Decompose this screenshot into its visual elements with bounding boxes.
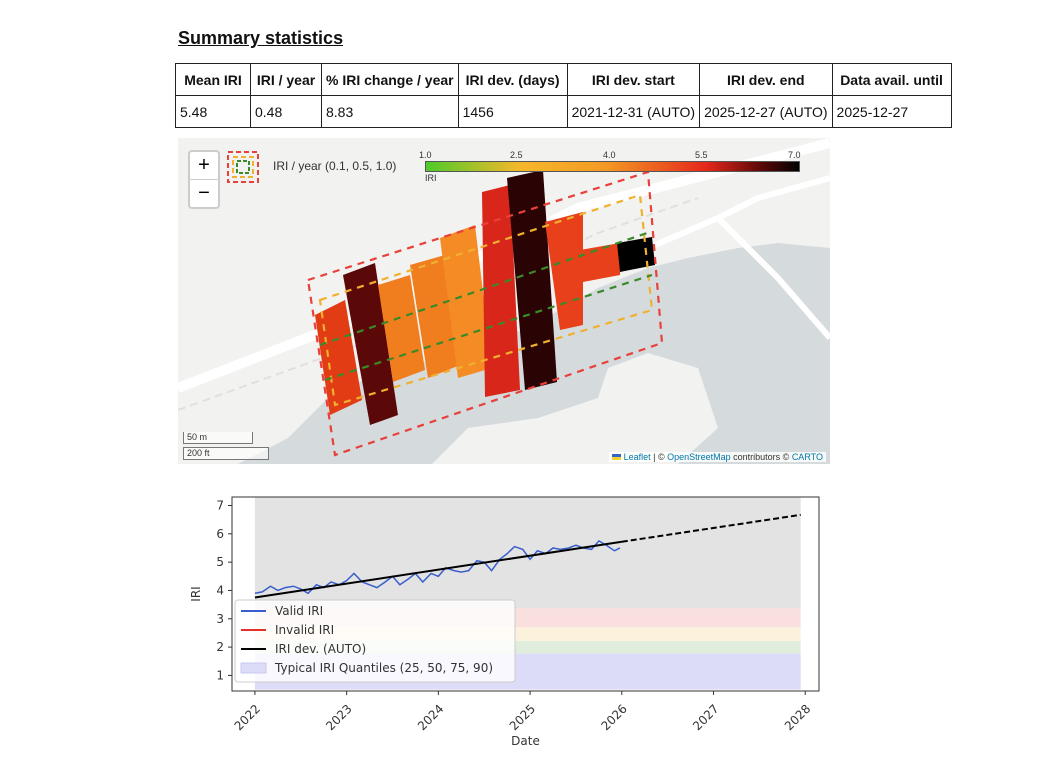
col-header: IRI / year — [250, 63, 322, 96]
y-tick-label: 4 — [216, 583, 224, 597]
attr-text: | © — [650, 452, 668, 462]
y-tick-label: 6 — [216, 527, 224, 541]
zoom-control: + − — [188, 150, 220, 209]
road — [178, 197, 699, 411]
plot-frame — [231, 496, 820, 692]
ukraine-flag-icon — [612, 454, 622, 460]
map-layer[interactable] — [178, 138, 830, 464]
y-axis-label: IRI — [189, 586, 203, 601]
deviation-outlines — [306, 170, 664, 457]
x-tick-label: 2025 — [507, 702, 538, 733]
y-tick-label: 5 — [216, 555, 224, 569]
zoom-in-button[interactable]: + — [198, 154, 210, 176]
y-tick-label: 7 — [216, 498, 224, 512]
col-header: IRI dev. start — [566, 63, 701, 96]
segment[interactable] — [315, 300, 362, 415]
cell: 2025-12-27 (AUTO) — [699, 95, 833, 128]
legend-swatch — [240, 662, 267, 674]
colorbar-tick: 4.0 — [603, 150, 616, 160]
col-header: IRI dev. end — [699, 63, 833, 96]
iri-chart: 2022 2023 2024 2025 2026 2027 2028 1 2 3 4 5 6 7 Date I… — [189, 496, 820, 748]
legend-outline-icon — [227, 151, 259, 183]
outline-yellow — [318, 193, 654, 407]
colorbar-tick: 5.5 — [695, 150, 708, 160]
segment[interactable] — [343, 263, 398, 425]
osm-link[interactable]: OpenStreetMap — [667, 452, 731, 462]
cell: 2021-12-31 (AUTO) — [566, 95, 701, 128]
cell: 1456 — [457, 95, 568, 128]
segment[interactable] — [617, 237, 655, 272]
land-area — [432, 353, 718, 464]
x-tick-label: 2028 — [782, 702, 813, 733]
valid-iri-line — [254, 539, 621, 595]
legend-box — [234, 599, 516, 683]
legend-entry: Invalid IRI — [275, 623, 334, 637]
col-header: Mean IRI — [175, 63, 251, 96]
attr-text: contributors © — [730, 452, 792, 462]
y-tick-label: 2 — [216, 640, 224, 654]
table-row: 5.48 0.48 8.83 1456 2021-12-31 (AUTO) 20… — [175, 95, 952, 128]
colorbar-label: IRI — [425, 173, 437, 183]
table-header-row: Mean IRI IRI / year % IRI change / year … — [175, 63, 952, 96]
cell: 0.48 — [250, 95, 322, 128]
cell: 5.48 — [175, 95, 251, 128]
x-tick-label: 2027 — [690, 702, 721, 733]
legend-label: IRI / year (0.1, 0.5, 1.0) — [273, 159, 397, 173]
y-tick-label: 1 — [216, 668, 224, 682]
segment[interactable] — [507, 170, 557, 390]
y-tick-label: 3 — [216, 612, 224, 626]
colorbar-tick: 2.5 — [510, 150, 523, 160]
scale-bar-imperial: 200 ft — [183, 447, 269, 460]
segment[interactable] — [378, 275, 425, 382]
cell: 2025-12-27 — [831, 95, 952, 128]
legend-entry: IRI dev. (AUTO) — [275, 642, 366, 656]
zoom-out-button[interactable]: − — [190, 179, 218, 207]
col-header: IRI dev. (days) — [457, 63, 568, 96]
road — [646, 175, 830, 340]
segment[interactable] — [440, 225, 492, 378]
col-header: Data avail. until — [831, 63, 952, 96]
colorbar-tick: 1.0 — [419, 150, 432, 160]
summary-table: Mean IRI IRI / year % IRI change / year … — [175, 63, 952, 128]
carto-link[interactable]: CARTO — [791, 452, 823, 462]
map-attribution: Leaflet | © OpenStreetMap contributors ©… — [609, 452, 826, 462]
map[interactable]: + − IRI / year (0.1, 0.5, 1.0) 1.0 2.5 4… — [178, 138, 830, 464]
x-tick-label: 2022 — [232, 702, 263, 733]
x-tick-label: 2023 — [323, 702, 354, 733]
segment[interactable] — [580, 243, 620, 282]
x-tick-label: 2026 — [598, 702, 629, 733]
outline-green — [324, 273, 653, 382]
quantile-band — [254, 497, 801, 609]
colorbar — [425, 161, 800, 172]
col-header: % IRI change / year — [321, 63, 459, 96]
x-axis-label: Date — [511, 734, 540, 748]
trend-line — [254, 540, 622, 599]
outline-green — [319, 230, 651, 347]
scale-bar-metric: 50 m — [183, 432, 253, 444]
outline-red — [306, 170, 664, 457]
colorbar-tick: 7.0 — [788, 150, 801, 160]
x-tick-label: 2024 — [415, 702, 446, 733]
leaflet-link[interactable]: Leaflet — [623, 452, 651, 462]
legend-entry: Valid IRI — [275, 604, 323, 618]
section-title: Summary statistics — [178, 28, 344, 48]
trend-extrapolation-line — [621, 513, 801, 543]
legend-entry: Typical IRI Quantiles (25, 50, 75, 90) — [274, 661, 493, 675]
cell: 8.83 — [321, 95, 459, 128]
